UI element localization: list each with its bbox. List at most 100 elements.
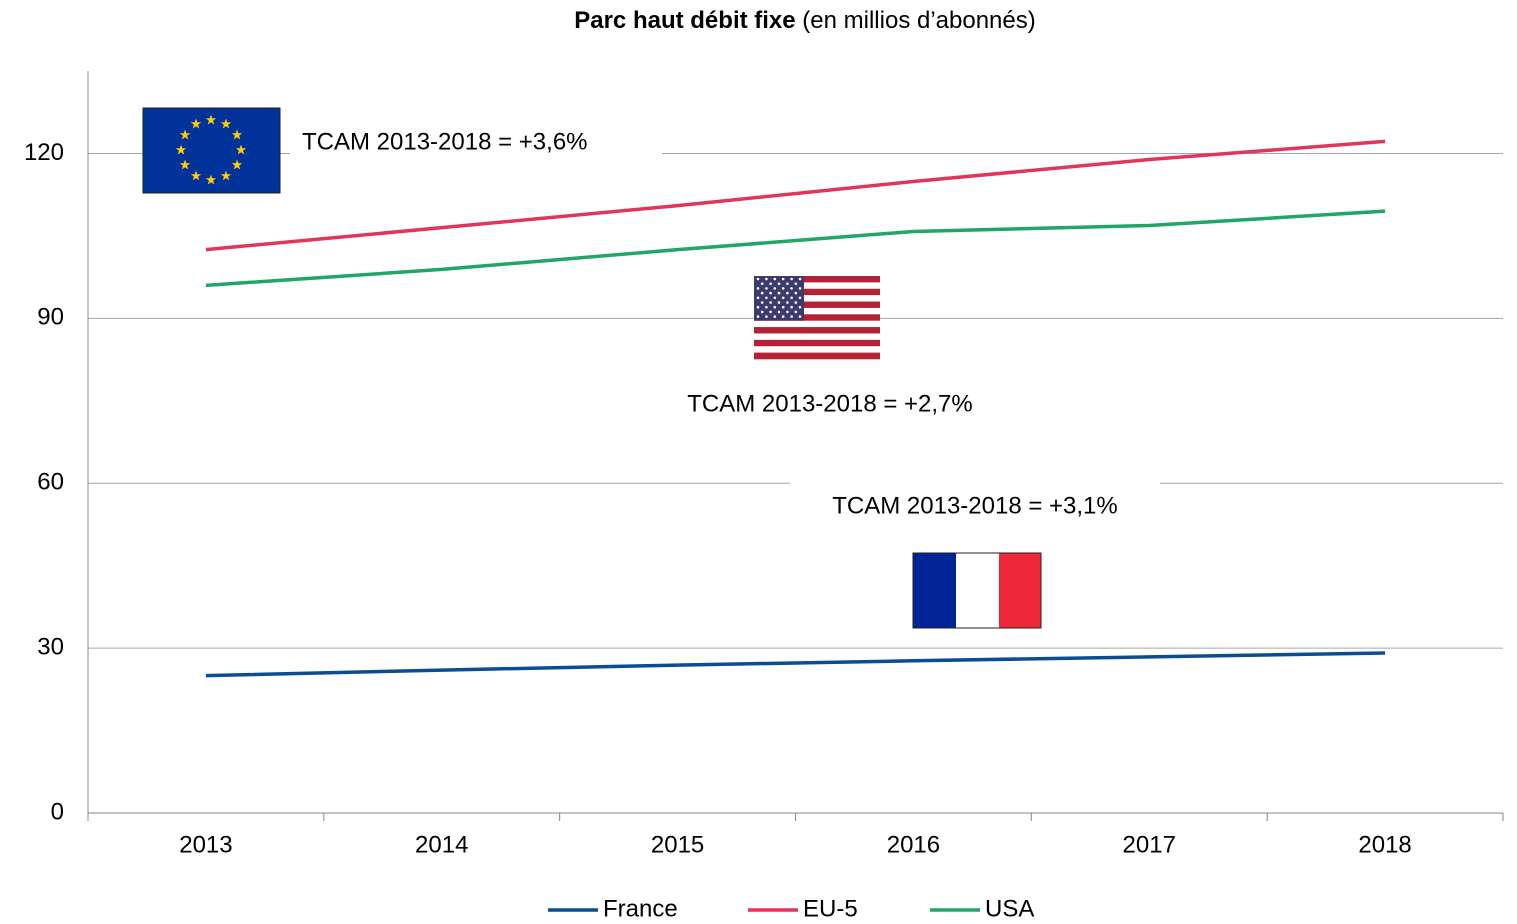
star	[777, 282, 781, 286]
annotation: TCAM 2013-2018 = +3,6%	[302, 128, 588, 155]
star	[756, 287, 760, 290]
stripe	[754, 327, 880, 334]
star	[773, 315, 777, 318]
star	[205, 174, 217, 185]
star	[798, 296, 802, 300]
star	[790, 287, 793, 290]
star	[794, 310, 798, 314]
star	[760, 291, 764, 295]
star	[765, 305, 768, 309]
star	[790, 305, 793, 309]
star	[179, 129, 191, 140]
star	[756, 296, 760, 300]
star	[760, 282, 764, 286]
y-tick-label: 90	[37, 304, 64, 331]
star	[794, 301, 798, 304]
star	[760, 310, 764, 314]
stripe	[754, 320, 880, 328]
stripe	[754, 352, 880, 360]
annotation-bg	[290, 125, 662, 165]
star	[756, 305, 760, 309]
star	[773, 296, 777, 300]
star	[190, 118, 202, 129]
stripe	[754, 314, 880, 321]
star	[756, 277, 760, 281]
star	[798, 315, 802, 318]
annotation: TCAM 2013-2018 = +2,7%	[687, 390, 973, 417]
star	[781, 287, 785, 290]
star	[786, 282, 789, 286]
star	[781, 277, 785, 281]
star	[179, 159, 191, 170]
star	[231, 159, 243, 170]
chart-subtitle: (en millios d’abonnés)	[802, 7, 1035, 34]
star	[798, 305, 802, 309]
star	[769, 291, 772, 295]
star	[765, 296, 768, 300]
legend-label: France	[603, 895, 678, 922]
star	[760, 301, 764, 304]
star	[798, 287, 802, 290]
annotation: TCAM 2013-2018 = +3,1%	[832, 492, 1118, 519]
series-line	[205, 209, 1386, 288]
y-tick-label: 0	[51, 798, 64, 825]
star	[794, 291, 798, 295]
stripe	[754, 307, 880, 315]
star	[798, 277, 802, 281]
legend-label: EU-5	[803, 895, 858, 922]
stripe	[754, 276, 880, 283]
star	[235, 144, 247, 155]
star	[190, 170, 202, 181]
star	[773, 277, 777, 281]
stripe	[754, 301, 880, 309]
star	[790, 315, 793, 318]
x-tick-label: 2017	[1123, 831, 1176, 858]
star	[773, 287, 777, 290]
star	[773, 305, 777, 309]
star	[765, 277, 768, 281]
star	[786, 310, 789, 314]
annotation-bg	[640, 385, 1020, 425]
stripe	[754, 282, 880, 290]
star	[220, 118, 232, 129]
star	[765, 315, 768, 318]
france-flag	[912, 552, 1042, 629]
stripe	[754, 339, 880, 347]
star	[220, 170, 232, 181]
series-line	[205, 139, 1386, 252]
star	[231, 129, 243, 140]
star	[790, 277, 793, 281]
star	[769, 282, 772, 286]
chart-title: Parc haut débit fixe	[574, 7, 795, 34]
y-tick-label: 120	[24, 139, 64, 166]
star	[756, 315, 760, 318]
y-tick-label: 60	[37, 469, 64, 496]
series-line	[205, 651, 1386, 678]
legend-label: USA	[985, 895, 1034, 922]
stripe	[754, 346, 880, 353]
star	[777, 310, 781, 314]
stripe	[754, 288, 880, 296]
star	[205, 114, 217, 125]
x-tick-label: 2016	[887, 831, 940, 858]
star	[175, 144, 187, 155]
star	[781, 305, 785, 309]
star	[786, 291, 789, 295]
eu-flag	[142, 107, 281, 194]
stripe	[754, 333, 880, 341]
star	[781, 315, 785, 318]
x-tick-label: 2015	[651, 831, 704, 858]
annotation-bg	[790, 470, 1160, 530]
chart-heading: Parc haut débit fixe (en millios d’abonn…	[574, 7, 1036, 34]
stripe	[754, 295, 880, 302]
us-flag	[754, 276, 880, 360]
x-tick-label: 2014	[415, 831, 468, 858]
y-tick-label: 30	[37, 633, 64, 660]
star	[786, 301, 789, 304]
x-ticks	[87, 813, 1504, 821]
star	[769, 310, 772, 314]
star	[777, 301, 781, 304]
star	[794, 282, 798, 286]
star	[781, 296, 785, 300]
